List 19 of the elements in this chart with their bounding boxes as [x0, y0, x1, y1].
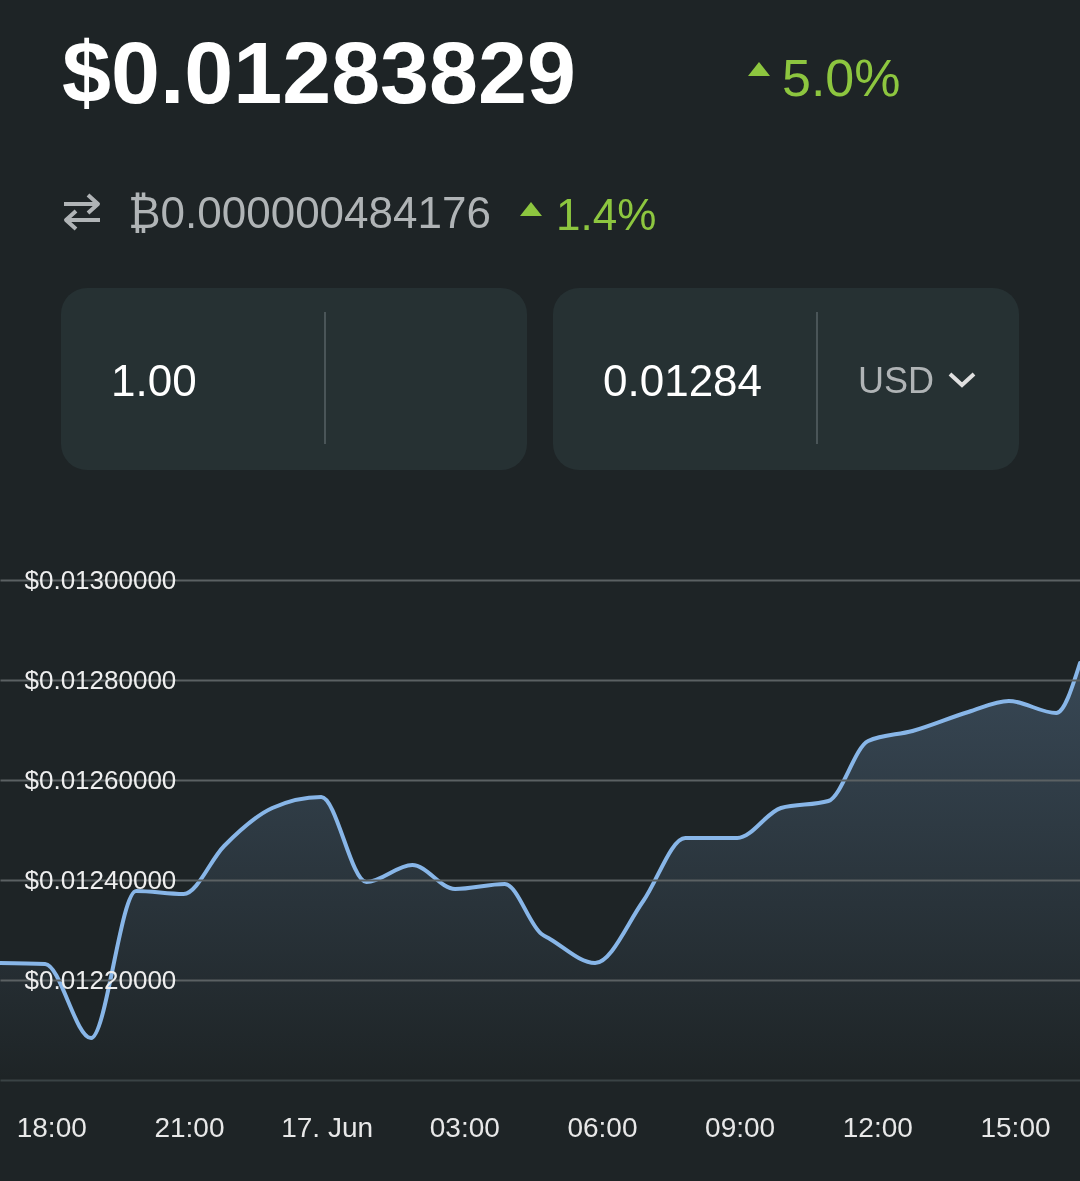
x-tick-label: 03:00 — [429, 1111, 500, 1143]
text: USD — [858, 360, 935, 402]
x-tick-label: 06:00 — [567, 1111, 638, 1143]
y-tick-label: $0.01240000 — [24, 864, 177, 895]
y-tick-label: $0.01260000 — [24, 764, 177, 795]
x-tick-label: 15:00 — [980, 1111, 1051, 1143]
x-tick-label: 18:00 — [16, 1111, 87, 1143]
y-tick-label: $0.01280000 — [24, 664, 177, 695]
text: 0.01284 — [603, 356, 763, 406]
x-tick-label: 21:00 — [154, 1111, 225, 1143]
x-tick-label: 09:00 — [705, 1111, 776, 1143]
x-tick-label: 12:00 — [842, 1111, 913, 1143]
x-tick-label: 17. Jun — [281, 1111, 374, 1143]
text: 1.4% — [556, 190, 657, 240]
y-tick-label: $0.01300000 — [24, 564, 177, 595]
text: ₿0.000000484176 — [128, 188, 491, 238]
text: 1.00 — [111, 356, 197, 406]
text: 5.0% — [782, 48, 901, 108]
chart-title: $0.01283829 — [62, 22, 576, 124]
